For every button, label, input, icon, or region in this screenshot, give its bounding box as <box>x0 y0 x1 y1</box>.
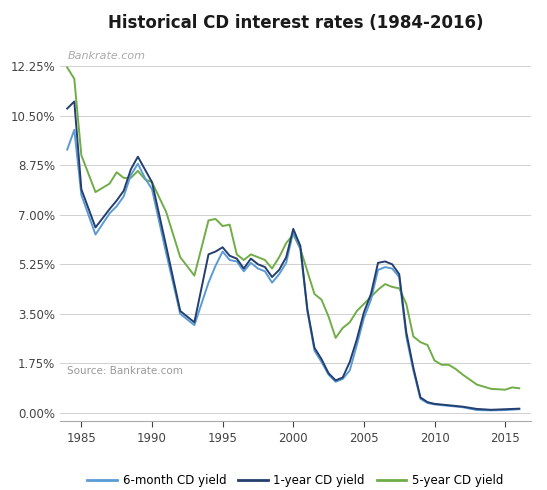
1-year CD yield <box>396 271 403 277</box>
5-year CD yield <box>403 301 410 307</box>
Text: Source: Bankrate.com: Source: Bankrate.com <box>67 366 183 375</box>
Line: 1-year CD yield: 1-year CD yield <box>67 101 519 410</box>
6-month CD yield <box>346 368 353 373</box>
1-year CD yield <box>353 336 360 342</box>
Text: Bankrate.com: Bankrate.com <box>67 50 145 61</box>
1-year CD yield <box>64 106 71 112</box>
1-year CD yield <box>333 377 339 383</box>
5-year CD yield <box>64 65 71 71</box>
1-year CD yield <box>325 370 332 376</box>
6-month CD yield <box>353 342 360 348</box>
6-month CD yield <box>488 407 494 413</box>
5-year CD yield <box>248 251 254 257</box>
6-month CD yield <box>64 147 71 152</box>
5-year CD yield <box>325 314 332 319</box>
6-month CD yield <box>212 263 219 269</box>
6-month CD yield <box>516 406 522 412</box>
5-year CD yield <box>71 76 78 82</box>
5-year CD yield <box>346 319 353 325</box>
1-year CD yield <box>488 407 494 413</box>
5-year CD yield <box>516 385 522 391</box>
6-month CD yield <box>71 127 78 133</box>
Line: 5-year CD yield: 5-year CD yield <box>67 68 519 390</box>
1-year CD yield <box>516 406 522 412</box>
Title: Historical CD interest rates (1984-2016): Historical CD interest rates (1984-2016) <box>108 14 483 32</box>
5-year CD yield <box>502 387 509 392</box>
6-month CD yield <box>325 372 332 378</box>
5-year CD yield <box>360 301 367 307</box>
Line: 6-month CD yield: 6-month CD yield <box>67 130 519 410</box>
Legend: 6-month CD yield, 1-year CD yield, 5-year CD yield: 6-month CD yield, 1-year CD yield, 5-yea… <box>83 469 508 490</box>
1-year CD yield <box>71 98 78 104</box>
1-year CD yield <box>346 359 353 365</box>
1-year CD yield <box>212 248 219 254</box>
6-month CD yield <box>396 274 403 280</box>
6-month CD yield <box>333 379 339 385</box>
